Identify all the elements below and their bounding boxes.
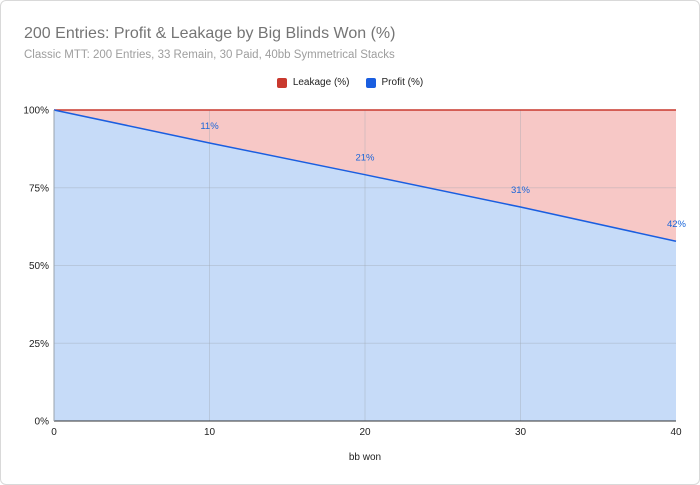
y-tick-label: 50% [29,261,49,272]
legend-swatch-leakage [276,77,287,88]
y-tick-label: 75% [29,183,49,194]
x-tick-label: 0 [51,427,57,438]
data-label: 42% [667,219,687,230]
legend-item-profit[interactable]: Profit (%) [365,77,424,88]
legend-label-leakage: Leakage (%) [292,77,350,88]
x-tick-label: 30 [515,427,527,438]
data-label: 21% [355,153,375,164]
x-tick-label: 20 [359,427,371,438]
data-label: 31% [511,185,531,196]
chart-subtitle: Classic MTT: 200 Entries, 33 Remain, 30 … [24,49,395,61]
x-axis-title: bb won [349,452,381,463]
chart-title: 200 Entries: Profit & Leakage by Big Bli… [24,25,396,42]
x-tick-label: 40 [670,427,682,438]
y-tick-label: 100% [23,106,49,117]
y-tick-label: 25% [29,339,49,350]
legend-item-leakage[interactable]: Leakage (%) [276,77,350,88]
chart-legend: Leakage (%) Profit (%) [1,77,699,88]
legend-label-profit: Profit (%) [381,77,424,88]
legend-swatch-profit [365,77,376,88]
profit-line [53,109,677,242]
y-tick-label: 0% [35,417,50,428]
data-label: 11% [200,121,219,132]
x-tick-label: 10 [204,427,216,438]
profit-area [54,110,676,421]
